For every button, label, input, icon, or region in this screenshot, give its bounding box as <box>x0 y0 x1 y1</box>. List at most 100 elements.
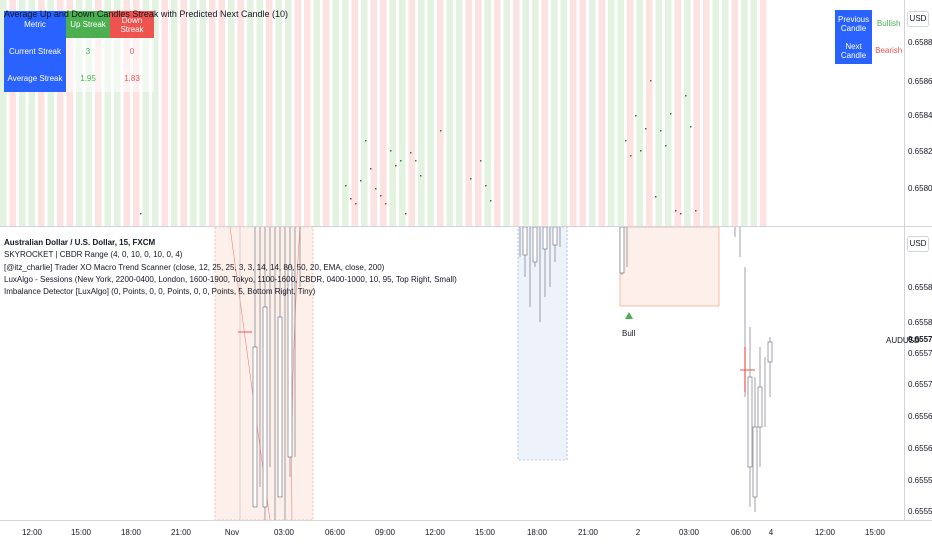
price-label: 0.65555 <box>908 476 932 485</box>
direction-band <box>199 0 206 226</box>
streak-dot <box>470 178 472 180</box>
direction-band <box>513 0 520 226</box>
direction-band <box>266 0 273 226</box>
previous-candle-label: Previous Candle <box>835 10 873 37</box>
direction-band <box>0 0 7 226</box>
streak-dot <box>395 165 397 167</box>
direction-band <box>722 0 729 226</box>
time-label: 15:00 <box>474 528 496 537</box>
direction-band <box>351 0 358 226</box>
prediction-table: Previous Candle Bullish Next Candle Bear… <box>835 10 904 64</box>
direction-band <box>66 0 73 226</box>
direction-band <box>465 0 472 226</box>
symbol-description[interactable]: Australian Dollar / U.S. Dollar, 15, FXC… <box>4 238 156 247</box>
indicator-cbdr-range[interactable]: SKYROCKET | CBDR Range (4, 0, 10, 0, 10,… <box>4 250 183 260</box>
previous-candle-row: Previous Candle Bullish <box>835 10 904 37</box>
direction-band <box>731 0 738 226</box>
session-box-tokyo <box>517 227 568 461</box>
time-label: 03:00 <box>678 528 700 537</box>
direction-band <box>313 0 320 226</box>
streak-dot <box>640 150 642 152</box>
direction-band <box>693 0 700 226</box>
next-candle-value: Bearish <box>872 37 904 64</box>
average-down-streak: 1.83 <box>110 65 154 92</box>
streak-dot <box>665 145 667 147</box>
indicator-sessions[interactable]: LuxAlgo - Sessions (New York, 2200-0400,… <box>4 274 457 284</box>
direction-band <box>76 0 83 226</box>
indicator-macro-trend-scanner[interactable]: [@itz_charlie] Trader XO Macro Trend Sca… <box>4 262 385 272</box>
direction-band <box>560 0 567 226</box>
metric-header: Metric <box>4 11 66 38</box>
streak-dot <box>370 168 372 170</box>
direction-band <box>237 0 244 226</box>
cbdr-range-box <box>619 227 720 307</box>
bottom-currency-button[interactable]: USD <box>907 236 929 252</box>
direction-band <box>218 0 225 226</box>
direction-band <box>760 0 767 226</box>
direction-band <box>627 0 634 226</box>
time-label: 06:00 <box>324 528 346 537</box>
indicator-title[interactable]: Average Up and Down Candles Streak with … <box>4 9 288 19</box>
pane-separator[interactable] <box>0 226 932 227</box>
direction-band <box>85 0 92 226</box>
streak-dot <box>625 140 627 142</box>
direction-band <box>608 0 615 226</box>
time-label: 2 <box>635 528 641 537</box>
direction-band <box>294 0 301 226</box>
direction-band <box>598 0 605 226</box>
direction-band <box>741 0 748 226</box>
indicator-imbalance-detector[interactable]: Imbalance Detector [LuxAlgo] (0, Points,… <box>4 287 316 297</box>
direction-band <box>703 0 710 226</box>
candles-cluster-3 <box>619 227 628 275</box>
price-label: 0.65565 <box>908 412 932 421</box>
candles-cluster-1 <box>252 227 301 520</box>
streak-indicator-pane[interactable]: Metric Up Streak Down Streak Current Str… <box>0 0 904 226</box>
top-currency-button[interactable]: USD <box>907 11 929 27</box>
time-label: 12:00 <box>424 528 446 537</box>
direction-band <box>389 0 396 226</box>
direction-band <box>380 0 387 226</box>
direction-band <box>551 0 558 226</box>
direction-band <box>275 0 282 226</box>
direction-band <box>750 0 757 226</box>
streak-dot <box>345 185 347 187</box>
direction-band <box>361 0 368 226</box>
direction-band <box>446 0 453 226</box>
price-chart-pane[interactable]: Bull Australian Dollar / U.S. Dollar, 15… <box>0 227 904 520</box>
candles-cluster-2 <box>519 227 561 322</box>
direction-band <box>475 0 482 226</box>
streak-dot <box>695 210 697 212</box>
direction-band <box>522 0 529 226</box>
direction-band <box>532 0 539 226</box>
direction-band <box>494 0 501 226</box>
bull-label: Bull <box>622 329 636 338</box>
direction-band <box>152 0 159 226</box>
streak-dot <box>490 200 492 202</box>
stats-header-row: Metric Up Streak Down Streak <box>4 11 154 38</box>
direction-band <box>646 0 653 226</box>
current-down-streak: 0 <box>110 38 154 65</box>
streak-dot <box>405 213 407 215</box>
streak-dot <box>675 210 677 212</box>
direction-band <box>427 0 434 226</box>
average-streak-label: Average Streak <box>4 65 66 92</box>
symbol-tag: AUDUSD <box>886 336 920 345</box>
direction-band <box>9 0 16 226</box>
direction-band <box>579 0 586 226</box>
streak-dot <box>375 188 377 190</box>
chart-legend: Australian Dollar / U.S. Dollar, 15, FXC… <box>4 237 457 298</box>
direction-band <box>399 0 406 226</box>
current-streak-label: Current Streak <box>4 38 66 65</box>
direction-band <box>684 0 691 226</box>
streak-dot <box>480 160 482 162</box>
time-label: 18:00 <box>526 528 548 537</box>
direction-band <box>104 0 111 226</box>
direction-band <box>161 0 168 226</box>
